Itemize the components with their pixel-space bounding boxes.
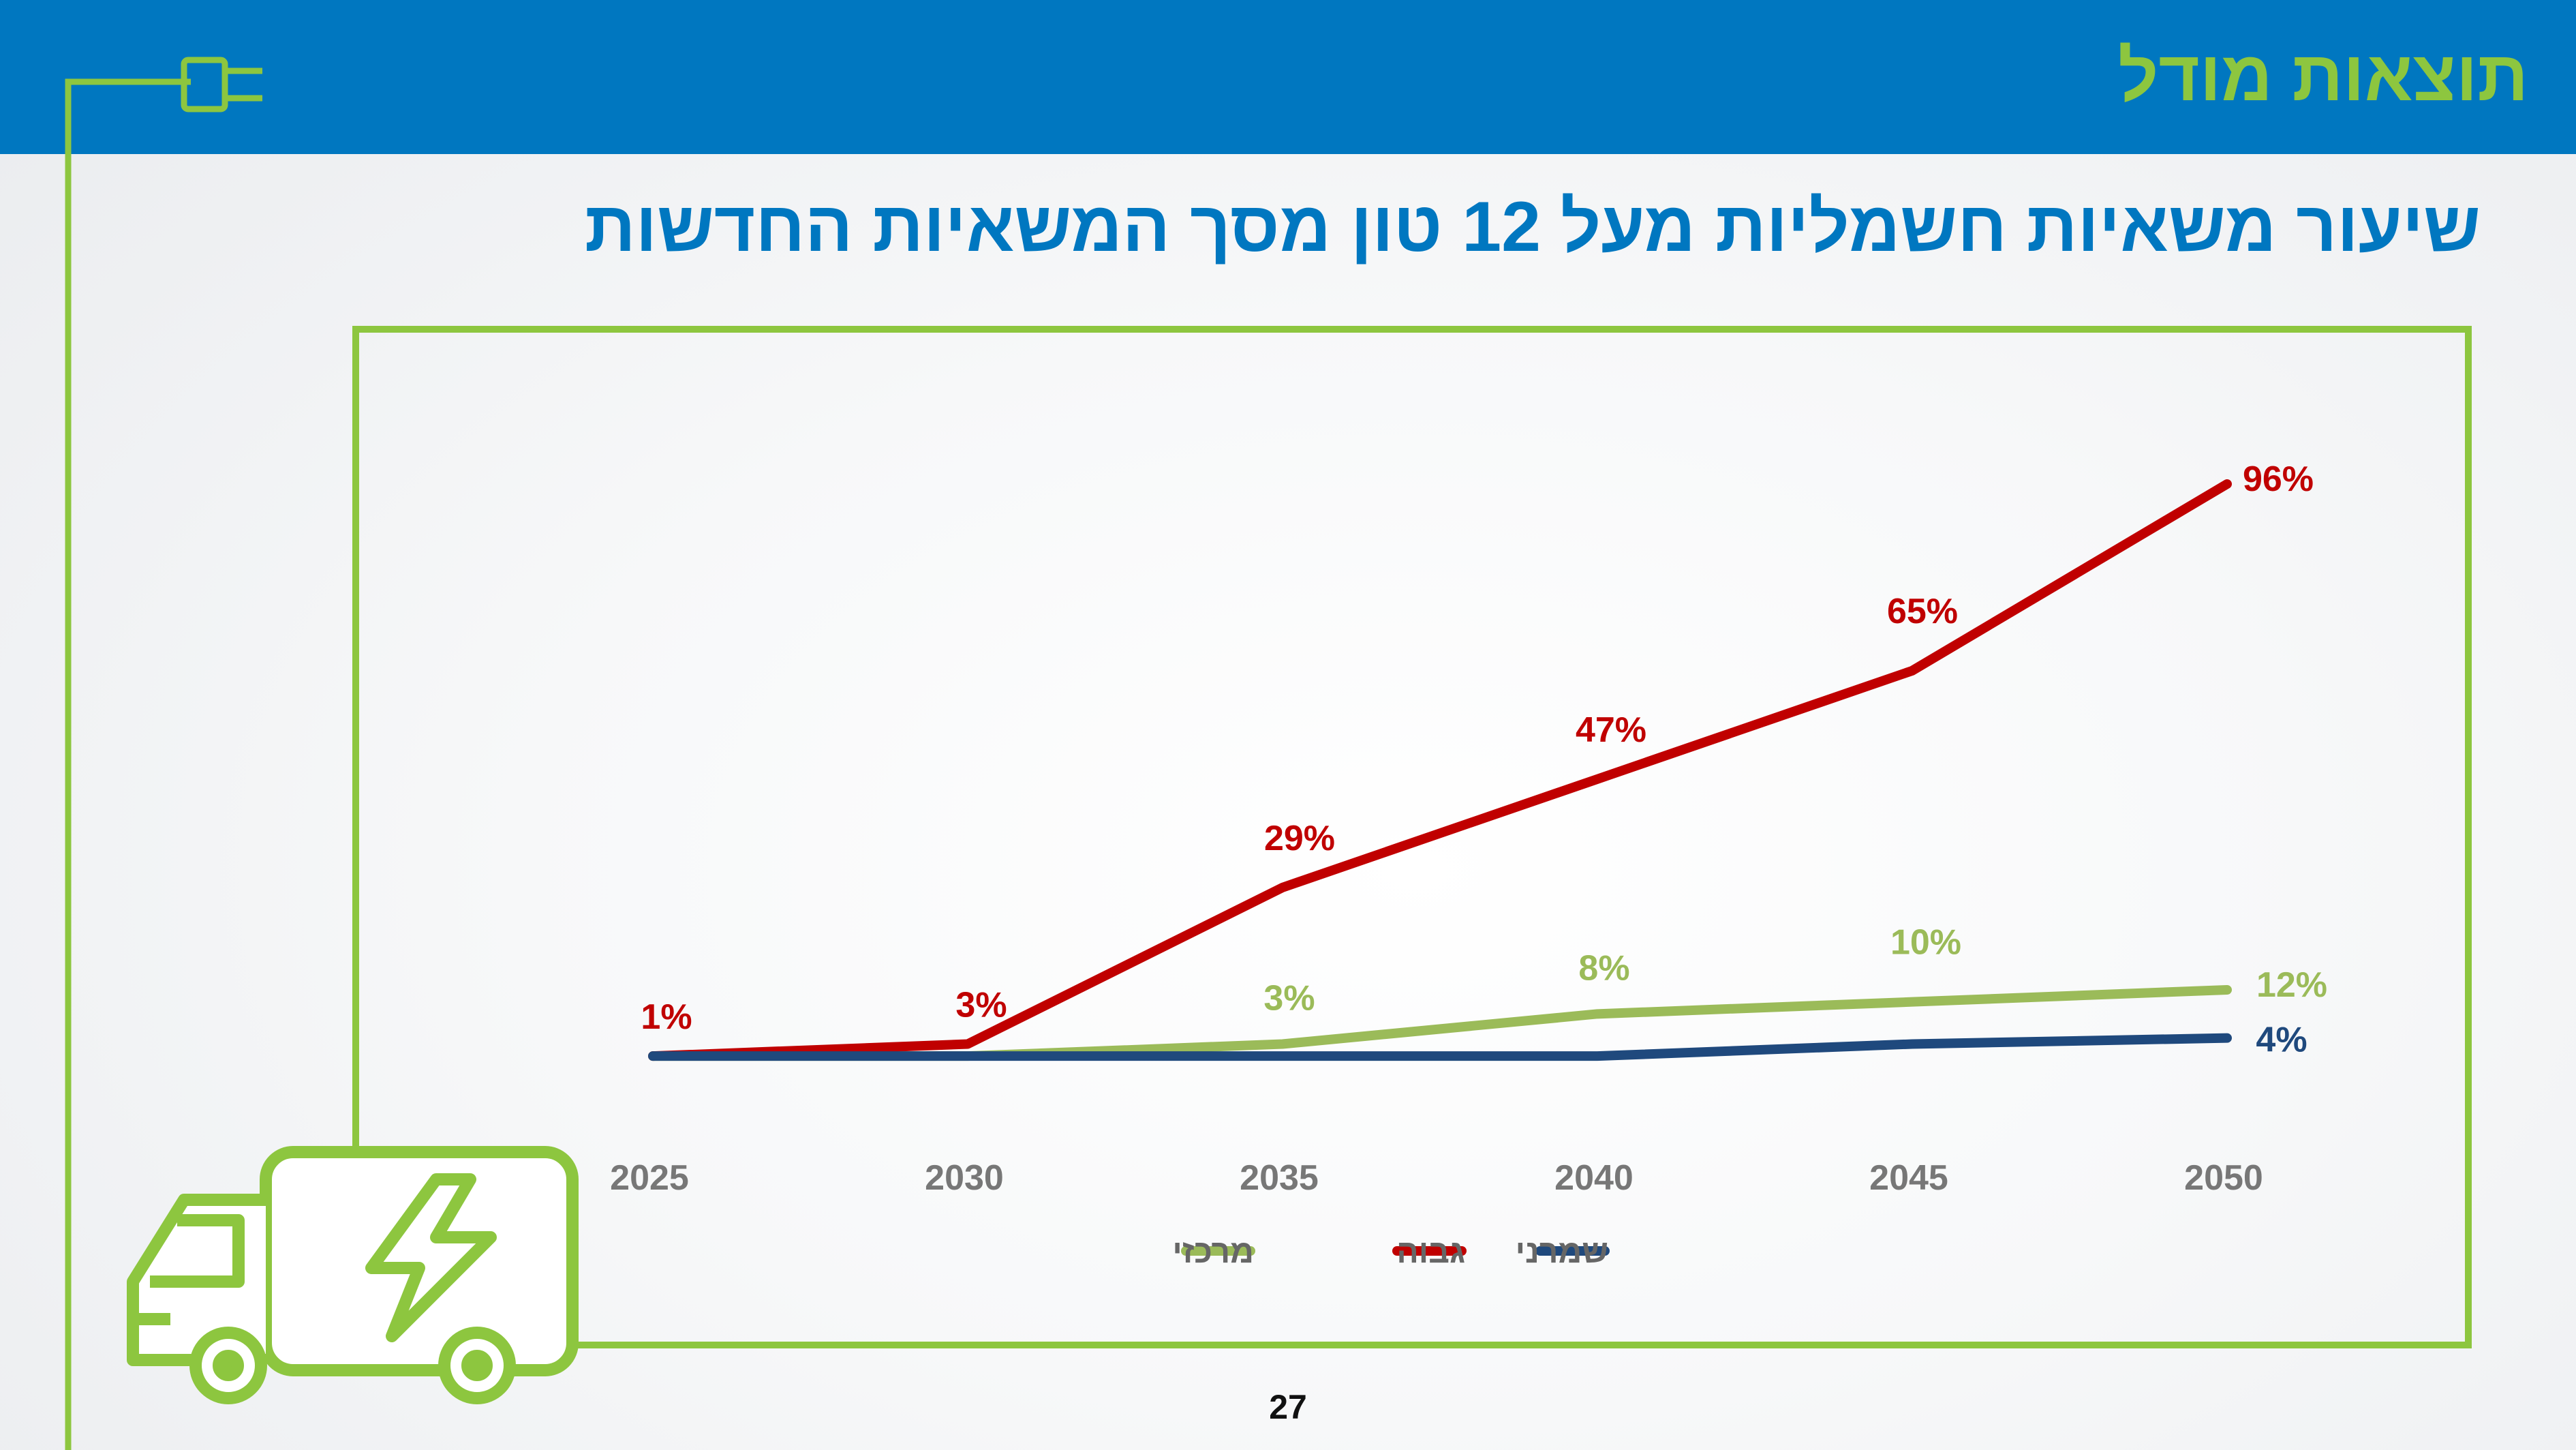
data-label: 29% [1264,819,1335,858]
data-point [1282,1044,1283,1045]
legend-label: מרכזי [1172,1234,1254,1270]
data-label: 96% [2243,459,2314,499]
data-label: 10% [1890,923,1961,963]
x-tick-label: 2040 [1554,1158,1634,1198]
series-line-2 [648,1033,2232,1061]
data-point [1912,1001,1913,1003]
x-tick-label: 2030 [925,1158,1004,1198]
header-title: תוצאות מודל [2117,37,2528,116]
data-point [1912,670,1913,671]
page-number: 27 [1269,1388,1307,1426]
data-label: 65% [1887,592,1958,631]
data-label: 3% [955,986,1007,1025]
data-point [967,1055,968,1057]
data-point [1597,1013,1598,1014]
data-point [1597,779,1598,780]
data-point [1282,1055,1283,1057]
cable-line [65,78,191,1450]
data-label: 8% [1578,948,1629,988]
data-point [2226,1038,2228,1039]
header-bar [0,0,2576,154]
data-point [2226,989,2228,991]
series-line-1 [648,479,2232,1061]
data-label: 47% [1576,710,1646,750]
slide-title: שיעור משאיות חשמליות מעל 12 טון מסך המשא… [585,187,2481,267]
data-point [2226,483,2228,485]
data-label: 3% [1263,979,1315,1018]
data-point [1282,887,1283,888]
x-tick-label: 2045 [1869,1158,1948,1198]
data-point [1597,1055,1598,1057]
electric-truck-icon [127,1146,579,1404]
chart-frame [352,326,2472,1348]
data-point [967,1044,968,1045]
data-label: 1% [641,997,692,1037]
x-tick-label: 2025 [610,1158,689,1198]
data-label: 12% [2256,965,2327,1005]
x-tick-label: 2050 [2184,1158,2263,1198]
legend-label: שמרני [1516,1234,1608,1270]
lightning-bolt-icon [365,1173,497,1342]
x-tick-label: 2035 [1240,1158,1319,1198]
legend-label: גבוה [1396,1234,1465,1270]
data-point [652,1055,654,1057]
data-point [1912,1044,1913,1045]
plug-icon [181,57,262,112]
data-label: 4% [2256,1021,2307,1060]
